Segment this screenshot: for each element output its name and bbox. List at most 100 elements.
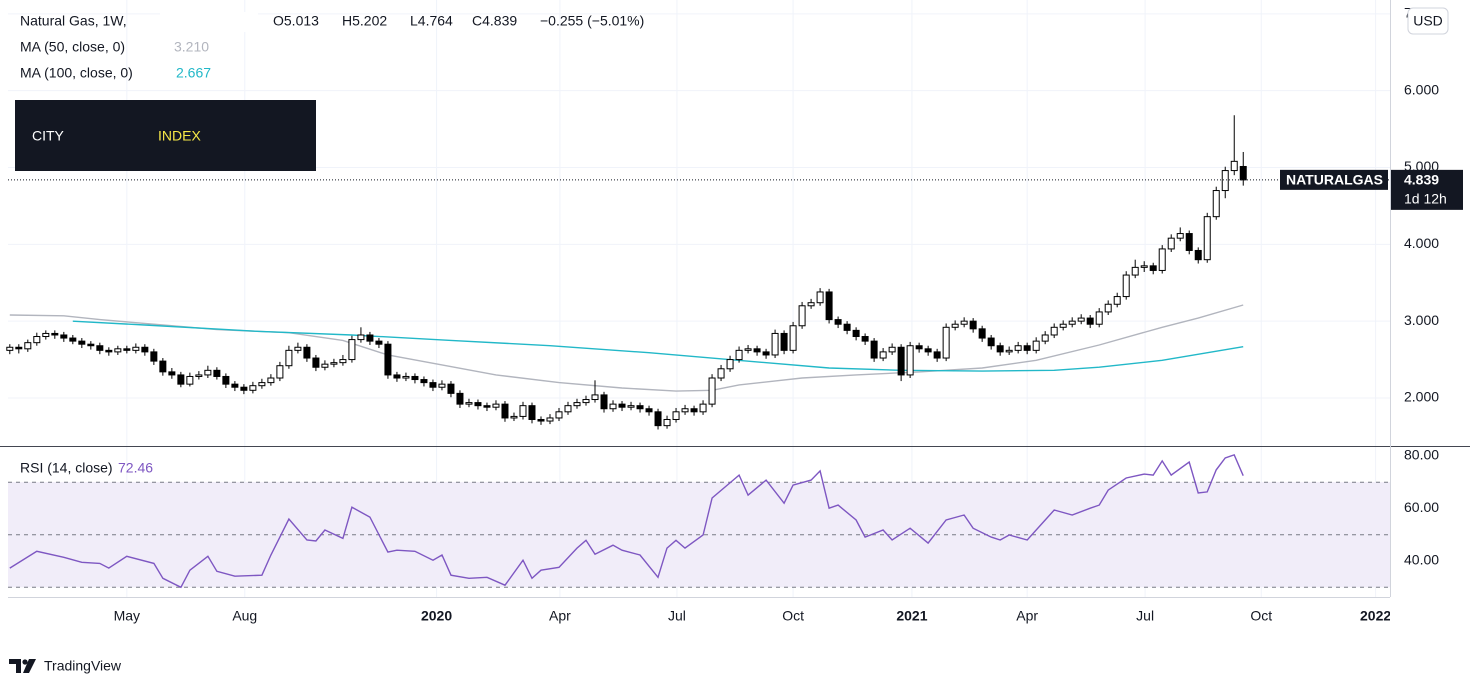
candle-body xyxy=(87,343,95,347)
candle-body xyxy=(1176,233,1184,239)
tv-icon xyxy=(9,659,21,673)
price-tag: 4.839 xyxy=(1404,172,1439,188)
candle-body xyxy=(564,405,572,413)
candle-body xyxy=(1194,249,1202,261)
candle-body xyxy=(861,336,869,342)
candle-body xyxy=(366,334,374,342)
candle-body xyxy=(960,320,968,325)
candle-body xyxy=(942,326,950,359)
candle-body xyxy=(78,340,86,345)
x-tick-label: Apr xyxy=(549,608,571,624)
candle-body xyxy=(33,336,41,344)
tradingview-logo xyxy=(9,659,36,673)
candle-body xyxy=(753,348,761,353)
candle-body xyxy=(627,405,635,408)
x-tick-label: 2020 xyxy=(421,608,452,624)
legend-ma50: MA (50, close, 0) xyxy=(20,39,125,55)
candle-body xyxy=(411,375,419,381)
ohlc-close: C4.839 xyxy=(472,13,517,29)
candle-body xyxy=(744,348,752,351)
candle-body xyxy=(717,368,725,379)
candle-body xyxy=(618,403,626,408)
candle-body xyxy=(978,328,986,339)
candle-body xyxy=(1059,323,1067,328)
candle-body xyxy=(663,418,671,427)
candle-body xyxy=(285,349,293,367)
x-tick-label: Jul xyxy=(1136,608,1154,624)
ohlc-high: H5.202 xyxy=(342,13,387,29)
candle-body xyxy=(213,369,221,377)
candle-body xyxy=(672,411,680,420)
candle-body xyxy=(249,385,257,391)
legend-rsi: RSI (14, close) xyxy=(20,460,113,476)
candle-body xyxy=(141,346,149,353)
y-tick-label: 60.00 xyxy=(1404,499,1439,515)
footer-brand: TradingView xyxy=(44,658,122,674)
y-tick-label: 3.000 xyxy=(1404,312,1439,328)
candle-body xyxy=(915,345,923,350)
candle-body xyxy=(933,351,941,359)
legend-value: 72.46 xyxy=(118,460,153,476)
countdown: 1d 12h xyxy=(1404,191,1447,207)
indicator-line xyxy=(9,304,1244,392)
x-tick-label: 2022 xyxy=(1360,608,1391,624)
candle-body xyxy=(1086,317,1094,325)
candle-body xyxy=(546,417,554,422)
candle-body xyxy=(60,334,68,339)
candle-body xyxy=(186,375,194,385)
candle-body xyxy=(681,408,689,413)
candle-body xyxy=(1185,233,1193,251)
time-axis: May Aug 2020 Apr Jul Oct 2021 Apr Jul Oct 2022 xyxy=(114,608,1391,624)
ohlc-open: O5.013 xyxy=(273,13,319,29)
candle-body xyxy=(897,346,905,376)
candle-body xyxy=(762,351,770,356)
candle-body xyxy=(132,346,140,351)
candle-body xyxy=(996,345,1004,353)
candle-body xyxy=(906,345,914,376)
tv-icon-slash xyxy=(23,659,36,673)
y-tick-label: 4.000 xyxy=(1404,235,1439,251)
symbol-tag-box xyxy=(1280,169,1388,190)
candle-body xyxy=(951,323,959,328)
candle-body xyxy=(573,402,581,407)
candle-body xyxy=(798,305,806,327)
candle-body xyxy=(1005,349,1013,353)
candle-body xyxy=(852,329,860,338)
candle-body xyxy=(843,323,851,331)
tv-icon-dot xyxy=(22,659,28,665)
candle-body xyxy=(1230,160,1238,172)
x-tick-label: Apr xyxy=(1016,608,1038,624)
candle-body xyxy=(1140,265,1148,268)
x-tick-label: 2021 xyxy=(896,608,927,624)
candle-body xyxy=(870,340,878,359)
candle-body xyxy=(1167,237,1175,250)
candle-body xyxy=(582,399,590,404)
candle-body xyxy=(1032,340,1040,351)
candle-body xyxy=(510,415,518,419)
candle-body xyxy=(726,359,734,370)
candle-body xyxy=(438,383,446,388)
candle-body xyxy=(483,405,491,408)
candle-body xyxy=(1095,311,1103,325)
candle-body xyxy=(1023,345,1031,351)
candle-body xyxy=(114,348,122,353)
indicator-line xyxy=(72,320,1244,372)
y-tick-label: 2.000 xyxy=(1404,389,1439,405)
candle-body xyxy=(465,402,473,405)
candle-body xyxy=(771,332,779,356)
candle-body xyxy=(258,382,266,387)
candle-body xyxy=(339,359,347,364)
currency: USD xyxy=(1413,13,1443,29)
candle-body xyxy=(267,377,275,384)
y-tick-label: 80.00 xyxy=(1404,447,1439,463)
y-tick-label: 6.000 xyxy=(1404,81,1439,97)
candle-body xyxy=(420,379,428,384)
candle-body xyxy=(591,394,599,401)
candle-body xyxy=(654,411,662,427)
indicator-line xyxy=(9,454,1244,589)
y-tick-label: 40.00 xyxy=(1404,552,1439,568)
candle-body xyxy=(807,302,815,307)
candle-body xyxy=(375,340,383,345)
candle-body xyxy=(1203,216,1211,261)
